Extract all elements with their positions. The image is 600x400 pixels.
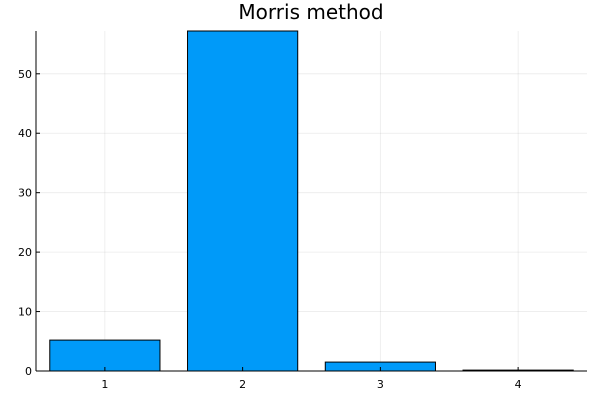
x-tick-label: 3 [377, 378, 384, 391]
y-tick-label: 20 [18, 246, 32, 259]
bars [49, 30, 574, 372]
x-tick-label: 4 [515, 378, 522, 391]
y-tick-label: 10 [18, 306, 32, 319]
chart-title: Morris method [238, 0, 383, 24]
grid-lines [36, 31, 587, 372]
axes [35, 31, 587, 372]
bar-2 [187, 30, 299, 372]
y-tick-label: 30 [18, 187, 32, 200]
x-tick-label: 1 [101, 378, 108, 391]
bar-1 [49, 339, 161, 372]
x-tick-label: 2 [239, 378, 246, 391]
y-tick-label: 50 [18, 68, 32, 81]
y-tick-label: 40 [18, 127, 32, 140]
y-tick-label: 0 [25, 365, 32, 378]
x-axis-ticks: 1 2 3 4 [101, 367, 522, 391]
y-axis-ticks: 0 10 20 30 40 50 [18, 68, 40, 378]
